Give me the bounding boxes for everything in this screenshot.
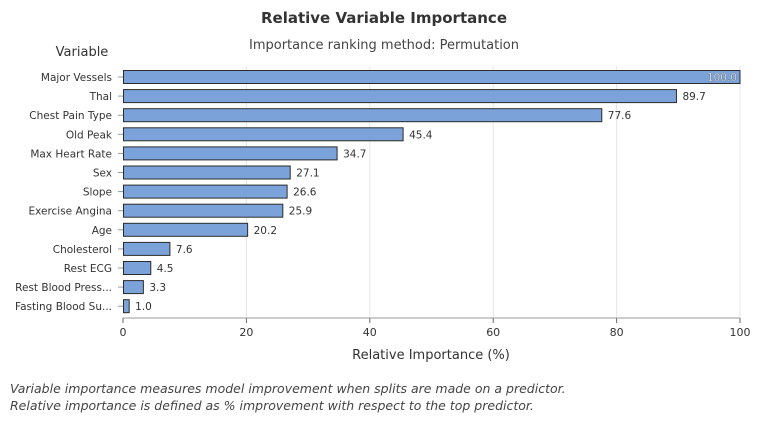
value-label: 26.6 <box>293 187 317 199</box>
value-label: 1.0 <box>135 301 152 313</box>
value-label: 34.7 <box>343 148 366 160</box>
category-label: Rest ECG <box>64 263 112 275</box>
bar <box>123 203 284 218</box>
category-label: Chest Pain Type <box>29 110 112 122</box>
category-label: Rest Blood Press... <box>15 282 112 294</box>
category-label: Age <box>92 225 112 237</box>
chart-title: Relative Variable Importance <box>261 9 507 27</box>
value-label: 25.9 <box>289 206 312 218</box>
x-tick-label: 20 <box>239 326 253 339</box>
value-label: 7.6 <box>176 244 193 256</box>
value-label: 3.3 <box>149 282 166 294</box>
value-label: 89.7 <box>682 91 705 103</box>
bar <box>123 165 291 180</box>
category-label: Slope <box>83 187 112 199</box>
x-tick-label: 60 <box>486 326 500 339</box>
footnote-line-2: Relative importance is defined as % impr… <box>10 398 534 413</box>
value-label: 77.6 <box>608 110 632 122</box>
category-label: Sex <box>93 168 112 180</box>
x-tick-label: 40 <box>363 326 377 339</box>
x-tick-label: 100 <box>730 326 751 339</box>
bar <box>123 261 152 275</box>
category-label: Cholesterol <box>53 244 112 256</box>
footnote: Variable importance measures model impro… <box>10 380 750 414</box>
bars <box>123 70 741 314</box>
value-label: 27.1 <box>296 168 319 180</box>
x-tick-label: 0 <box>120 326 127 339</box>
value-labels: 100.089.7 77.6 45.4 34.7 27.1 26.6 25.9 20.2 7.6… <box>135 72 737 313</box>
y-axis-label: Variable <box>56 45 109 60</box>
category-labels: Major Vessels Thal Chest Pain Type Old Peak… <box>15 72 113 313</box>
category-label: Major Vessels <box>41 72 112 84</box>
footnote-line-1: Variable importance measures model impro… <box>10 381 566 396</box>
chart-subtitle: Importance ranking method: Permutation <box>249 38 519 53</box>
value-label: 100.0 <box>707 72 737 84</box>
value-label: 4.5 <box>157 263 174 275</box>
grid-lines <box>245 66 741 318</box>
bar <box>123 184 288 199</box>
x-axis: 0 20 40 60 80 100 <box>118 76 751 339</box>
x-tick-label: 80 <box>610 326 624 339</box>
bar <box>123 299 130 314</box>
bar <box>123 222 249 237</box>
category-label: Thal <box>89 91 112 103</box>
importance-chart: Relative Variable Importance Importance … <box>15 9 751 363</box>
category-label: Max Heart Rate <box>30 148 112 160</box>
bar <box>123 70 741 84</box>
bar <box>123 280 144 295</box>
category-label: Fasting Blood Su... <box>15 301 112 313</box>
bar <box>123 89 677 104</box>
bar <box>123 108 603 123</box>
value-label: 20.2 <box>254 225 277 237</box>
bar <box>123 146 338 161</box>
category-label: Old Peak <box>66 129 113 141</box>
x-axis-label: Relative Importance (%) <box>352 348 510 363</box>
bar <box>123 127 404 142</box>
value-label: 45.4 <box>409 129 433 141</box>
bar <box>123 241 171 256</box>
category-label: Exercise Angina <box>28 206 112 218</box>
